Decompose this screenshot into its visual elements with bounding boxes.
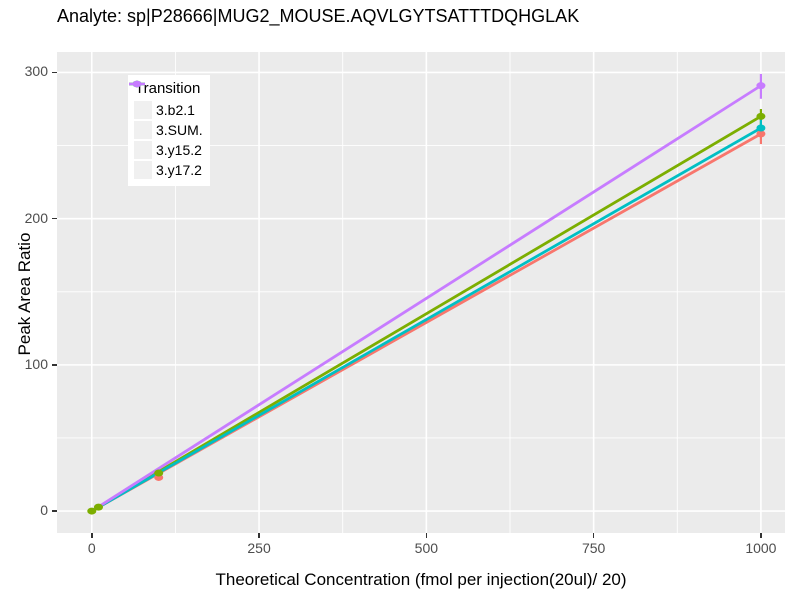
legend-entry: 3.y15.2	[129, 80, 203, 160]
legend-entry: 3.SUM.	[129, 80, 203, 140]
x-tick-mark	[592, 533, 595, 538]
x-axis-tick-label: 250	[247, 540, 271, 556]
legend: Transition 3.b2.1 3.SUM. 3.y15.2 3.y17.2	[128, 75, 210, 186]
legend-entry-label: 3.y17.2	[156, 162, 202, 178]
x-tick-mark	[760, 533, 762, 538]
x-tick-mark	[258, 533, 260, 538]
series-line-3.y15.2	[91, 126, 762, 513]
data-point-3.y17.2	[756, 82, 766, 90]
legend-entry: 3.b2.1	[129, 80, 203, 120]
y-axis-tick-label: 100	[24, 355, 48, 372]
x-tick-mark	[91, 533, 93, 538]
legend-entry: 3.y17.2	[129, 80, 203, 180]
chart-title: Analyte: sp|P28666|MUG2_MOUSE.AQVLGYTSAT…	[57, 6, 580, 26]
legend-entry-label: 3.SUM.	[156, 122, 203, 138]
x-axis-title: Theoretical Concentration (fmol per inje…	[215, 570, 627, 589]
legend-key	[129, 80, 152, 159]
plot-panel: Transition 3.b2.1 3.SUM. 3.y15.2 3.y17.2	[57, 52, 785, 533]
x-axis-tick-label: 1000	[745, 540, 777, 556]
x-axis-tick-label: 500	[414, 540, 439, 556]
y-tick-mark	[52, 217, 57, 220]
legend-title: Transition	[135, 80, 201, 97]
x-tick-mark	[425, 533, 428, 538]
legend-key	[129, 80, 152, 119]
legend-entry-label: 3.y15.2	[156, 142, 202, 158]
legend-entries: 3.b2.1 3.SUM. 3.y15.2 3.y17.2	[129, 80, 203, 180]
data-point-3.y15.2	[756, 124, 766, 132]
x-axis-tick-label: 750	[581, 540, 606, 556]
legend-key	[129, 80, 152, 139]
series-line-3.y17.2	[91, 84, 762, 513]
y-axis-tick-label: 0	[40, 502, 48, 519]
legend-entry-label: 3.b2.1	[156, 102, 195, 118]
data-point-3.SUM.	[154, 469, 164, 477]
legend-key	[129, 80, 152, 179]
data-point-3.b2.1	[756, 130, 766, 138]
data-point-3.SUM.	[93, 503, 103, 511]
data-point-3.SUM.	[756, 112, 766, 120]
y-axis-title: Peak Area Ratio	[15, 232, 34, 356]
data-point-3.SUM.	[87, 507, 97, 515]
legend-key-line-point-icon	[129, 80, 145, 88]
y-tick-mark	[52, 364, 57, 366]
series-line-3.SUM.	[91, 115, 762, 513]
x-axis-tick-label: 0	[87, 540, 96, 556]
y-axis-tick-label: 200	[24, 209, 48, 226]
y-tick-mark	[52, 510, 57, 512]
y-tick-mark	[52, 71, 57, 74]
y-axis-tick-label: 300	[24, 63, 48, 80]
